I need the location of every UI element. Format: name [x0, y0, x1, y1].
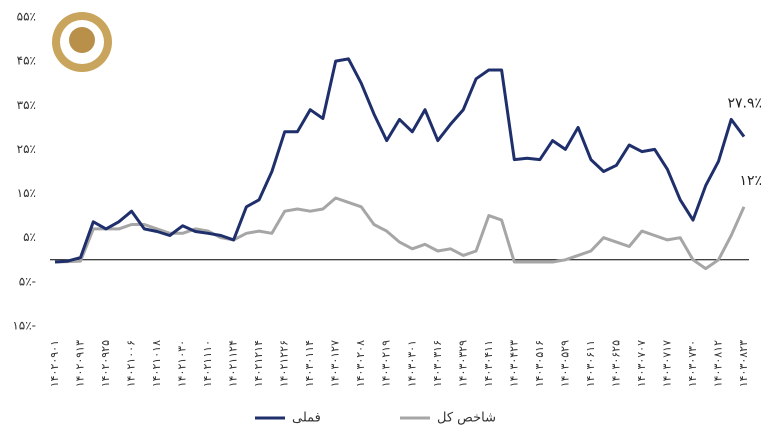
x-tick-label: ۱۴۰۲۰۹۱۳ [74, 340, 87, 387]
x-tick-label: ۱۴۰۲۰۹۲۵ [99, 340, 112, 387]
x-tick-label: ۱۴۰۳۰۲۱۹ [380, 340, 393, 387]
x-tick-label: ۱۴۰۲۱۰۰۶ [125, 340, 138, 387]
y-tick-label: ۵٪- [19, 274, 36, 288]
logo-emblem [69, 27, 95, 53]
y-tick-label: ۲۵٪ [17, 142, 36, 156]
y-tick-label: ۴۵٪ [17, 54, 36, 68]
x-tick-label: ۱۴۰۲۱۰۱۸ [150, 340, 163, 387]
legend-label: فملی [292, 411, 321, 426]
logo [52, 12, 112, 72]
x-tick-label: ۱۴۰۳۰۷۳۰ [686, 340, 699, 387]
x-tick-label: ۱۴۰۲۱۰۳۰ [176, 340, 189, 387]
data-label: ۲۷.۹٪ [727, 96, 762, 112]
x-tick-label: ۱۴۰۳۰۴۱۱ [482, 340, 495, 387]
x-tick-label: ۱۴۰۳۰۷۱۷ [660, 340, 673, 387]
x-tick-label: ۱۴۰۳۰۷۰۷ [635, 340, 648, 387]
series-line [54, 57, 746, 264]
x-tick-label: ۱۴۰۲۱۱۲۴ [227, 340, 240, 387]
y-tick-label: ۱۵٪- [12, 319, 36, 333]
y-tick-label: ۱۵٪ [17, 186, 36, 200]
x-tick-label: ۱۴۰۳۰۸۱۲ [711, 340, 724, 387]
x-tick-label: ۱۴۰۲۱۲۱۴ [252, 340, 265, 387]
x-tick-label: ۱۴۰۳۰۴۲۳ [507, 340, 520, 387]
x-tick-label: ۱۴۰۳۰۳۱۶ [431, 340, 444, 387]
x-tick-label: ۱۴۰۳۰۳۰۱ [405, 340, 418, 387]
x-tick-label: ۱۴۰۲۱۲۲۶ [278, 340, 291, 387]
x-tick-label: ۱۴۰۳۰۲۰۸ [354, 340, 367, 387]
x-tick-label: ۱۴۰۳۰۵۲۹ [558, 340, 571, 387]
x-tick-label: ۱۴۰۳۰۸۲۳ [737, 340, 750, 387]
x-tick-label: ۱۴۰۳۰۶۲۵ [609, 340, 622, 387]
data-label: ۱۲٪ [739, 173, 762, 189]
x-tick-label: ۱۴۰۳۰۱۲۷ [329, 340, 342, 387]
x-tick-label: ۱۴۰۳۰۱۱۴ [303, 340, 316, 387]
legend-label: شاخص کل [437, 411, 496, 426]
y-tick-label: ۳۵٪ [17, 98, 36, 112]
x-tick-label: ۱۴۰۲۰۹۰۱ [48, 340, 61, 387]
series-line [54, 196, 746, 271]
x-tick-label: ۱۴۰۲۱۱۱۰ [201, 340, 214, 387]
y-tick-label: ۵۵٪ [17, 10, 36, 24]
x-tick-label: ۱۴۰۳۰۶۱۱ [584, 340, 597, 387]
y-tick-label: ۵٪ [23, 230, 36, 244]
x-tick-label: ۱۴۰۳۰۵۱۶ [533, 340, 546, 387]
x-tick-label: ۱۴۰۳۰۳۲۹ [456, 340, 469, 387]
